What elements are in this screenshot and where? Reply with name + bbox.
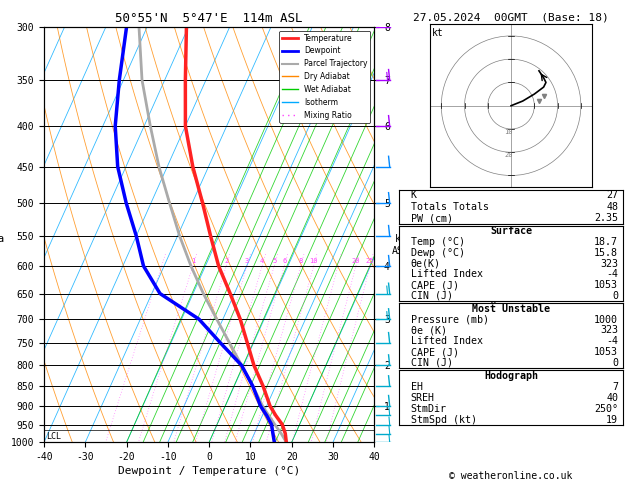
Text: 6: 6 [282, 258, 286, 263]
Text: K: K [411, 191, 416, 200]
Text: 50°55'N  5°47'E  114m ASL: 50°55'N 5°47'E 114m ASL [115, 12, 303, 25]
Text: 5: 5 [272, 258, 276, 263]
Text: 15.8: 15.8 [594, 248, 618, 258]
Text: 25: 25 [365, 258, 374, 263]
Text: CAPE (J): CAPE (J) [411, 347, 459, 357]
Text: -4: -4 [606, 269, 618, 279]
Text: -4: -4 [606, 336, 618, 346]
Text: CIN (J): CIN (J) [411, 291, 453, 301]
Text: 8: 8 [299, 258, 303, 263]
Text: 4: 4 [260, 258, 264, 263]
Text: 20: 20 [352, 258, 360, 263]
Text: SREH: SREH [411, 393, 435, 403]
Text: 19: 19 [606, 415, 618, 425]
Text: StmDir: StmDir [411, 404, 447, 414]
Text: Dewp (°C): Dewp (°C) [411, 248, 465, 258]
Text: 48: 48 [606, 202, 618, 212]
Text: LCL: LCL [46, 433, 61, 441]
Text: 10: 10 [309, 258, 318, 263]
Text: Temp (°C): Temp (°C) [411, 237, 465, 247]
Text: 27.05.2024  00GMT  (Base: 18): 27.05.2024 00GMT (Base: 18) [413, 12, 609, 22]
Text: 250°: 250° [594, 404, 618, 414]
Y-axis label: hPa: hPa [0, 235, 4, 244]
Text: 2.35: 2.35 [594, 213, 618, 223]
Text: 1: 1 [191, 258, 195, 263]
X-axis label: Dewpoint / Temperature (°C): Dewpoint / Temperature (°C) [118, 466, 300, 476]
Text: Pressure (mb): Pressure (mb) [411, 314, 489, 325]
Text: 0: 0 [612, 358, 618, 368]
Text: Lifted Index: Lifted Index [411, 269, 482, 279]
Y-axis label: km
ASL: km ASL [392, 235, 409, 256]
Text: 1053: 1053 [594, 347, 618, 357]
Text: kt: kt [432, 28, 443, 38]
Text: 1000: 1000 [594, 314, 618, 325]
Text: 1053: 1053 [594, 280, 618, 290]
Text: CIN (J): CIN (J) [411, 358, 453, 368]
Text: 40: 40 [606, 393, 618, 403]
Text: CAPE (J): CAPE (J) [411, 280, 459, 290]
Text: Hodograph: Hodograph [484, 371, 538, 381]
Text: 0: 0 [612, 291, 618, 301]
Text: StmSpd (kt): StmSpd (kt) [411, 415, 477, 425]
Text: Lifted Index: Lifted Index [411, 336, 482, 346]
Text: Most Unstable: Most Unstable [472, 304, 550, 313]
Text: Mixing Ratio (g/kg): Mixing Ratio (g/kg) [490, 220, 499, 315]
Text: Surface: Surface [490, 226, 532, 236]
Text: 7: 7 [612, 382, 618, 392]
Text: 2: 2 [224, 258, 228, 263]
Text: 27: 27 [606, 191, 618, 200]
Text: θe (K): θe (K) [411, 326, 447, 335]
Text: 3: 3 [245, 258, 249, 263]
Text: EH: EH [411, 382, 423, 392]
Legend: Temperature, Dewpoint, Parcel Trajectory, Dry Adiabat, Wet Adiabat, Isotherm, Mi: Temperature, Dewpoint, Parcel Trajectory… [279, 31, 370, 122]
Text: θe(K): θe(K) [411, 259, 440, 269]
Text: 20: 20 [504, 152, 513, 158]
Text: 18.7: 18.7 [594, 237, 618, 247]
Text: 10: 10 [504, 129, 513, 135]
Text: PW (cm): PW (cm) [411, 213, 453, 223]
Text: 323: 323 [600, 326, 618, 335]
Text: 323: 323 [600, 259, 618, 269]
Text: Totals Totals: Totals Totals [411, 202, 489, 212]
Text: © weatheronline.co.uk: © weatheronline.co.uk [449, 471, 573, 481]
